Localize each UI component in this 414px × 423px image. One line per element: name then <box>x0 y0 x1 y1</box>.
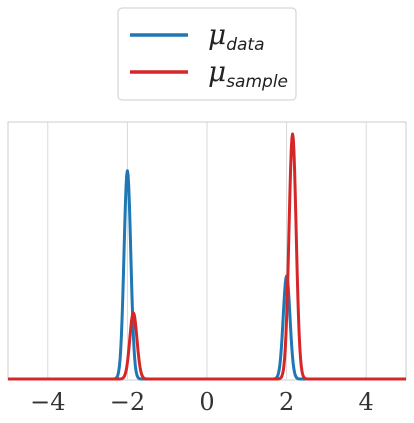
x-tick-label: 4 <box>359 388 374 416</box>
x-axis-ticks: −4 −2 0 2 4 <box>30 388 374 416</box>
x-tick-label: −2 <box>110 388 145 416</box>
legend-label-sample: μsample <box>208 55 288 92</box>
legend-label-data: μdata <box>208 18 265 55</box>
series-line-sample <box>7 132 407 381</box>
x-tick-label: 0 <box>199 388 214 416</box>
x-tick-label: 2 <box>279 388 294 416</box>
x-tick-label: −4 <box>30 388 65 416</box>
grid <box>47 122 367 380</box>
legend: μdata μsample <box>117 7 297 101</box>
series-layer <box>7 132 407 381</box>
legend-frame <box>117 7 297 101</box>
